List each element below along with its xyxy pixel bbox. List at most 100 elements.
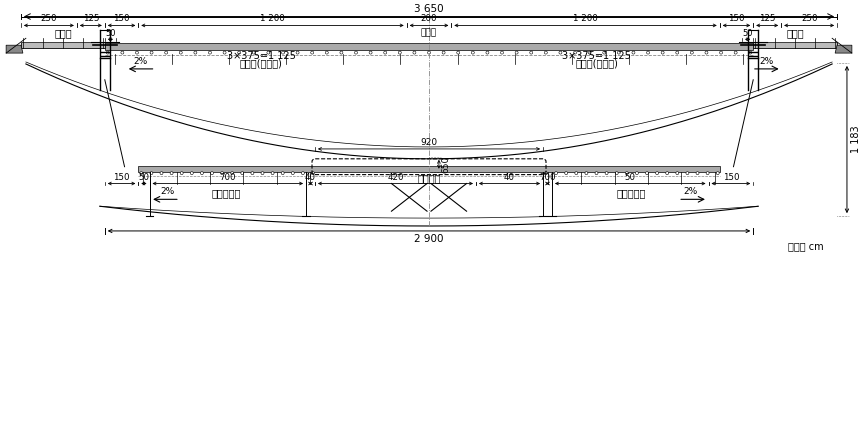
Circle shape: [292, 172, 294, 175]
Text: 1 200: 1 200: [573, 14, 598, 23]
Circle shape: [224, 51, 226, 54]
Text: 备用车行道: 备用车行道: [617, 188, 646, 198]
Text: 125: 125: [759, 14, 776, 23]
Circle shape: [501, 51, 503, 54]
Circle shape: [194, 51, 197, 54]
Circle shape: [734, 51, 737, 54]
Circle shape: [545, 172, 547, 175]
Circle shape: [165, 51, 167, 54]
Circle shape: [237, 51, 241, 54]
Circle shape: [427, 51, 431, 54]
Circle shape: [595, 172, 598, 175]
Text: 40: 40: [305, 173, 316, 181]
Text: 700: 700: [539, 173, 556, 181]
Circle shape: [312, 172, 314, 175]
Text: 920: 920: [420, 138, 438, 147]
Circle shape: [252, 51, 255, 54]
Circle shape: [545, 51, 547, 54]
Text: 700: 700: [219, 173, 236, 181]
Circle shape: [471, 51, 475, 54]
Text: 150: 150: [113, 173, 129, 181]
Circle shape: [575, 172, 578, 175]
Circle shape: [515, 51, 518, 54]
Text: 40: 40: [504, 173, 515, 181]
Text: 150: 150: [113, 14, 129, 23]
Text: 中间带: 中间带: [421, 28, 437, 37]
Bar: [753, 43, 837, 48]
Circle shape: [676, 51, 678, 54]
Circle shape: [140, 172, 142, 175]
Circle shape: [301, 172, 305, 175]
Text: 3 650: 3 650: [414, 3, 444, 14]
Circle shape: [413, 51, 416, 54]
Circle shape: [632, 51, 635, 54]
Text: 2 900: 2 900: [414, 234, 444, 244]
Text: 双线轻轨: 双线轻轨: [417, 173, 441, 184]
Circle shape: [150, 172, 153, 175]
Circle shape: [690, 51, 693, 54]
Circle shape: [720, 51, 722, 54]
Text: 车行道(三车道): 车行道(三车道): [576, 58, 618, 68]
Circle shape: [221, 172, 224, 175]
Circle shape: [626, 172, 628, 175]
Text: 50: 50: [625, 173, 636, 181]
Circle shape: [716, 172, 719, 175]
Circle shape: [457, 51, 460, 54]
Circle shape: [106, 51, 110, 54]
Text: 2%: 2%: [683, 187, 697, 196]
Circle shape: [271, 172, 274, 175]
Circle shape: [325, 51, 328, 54]
Circle shape: [665, 172, 669, 175]
Circle shape: [646, 172, 648, 175]
Circle shape: [241, 172, 243, 175]
Text: 3×375=1 125: 3×375=1 125: [563, 51, 631, 61]
Circle shape: [646, 51, 650, 54]
Bar: [21, 43, 104, 48]
Circle shape: [589, 51, 591, 54]
Circle shape: [180, 172, 183, 175]
Circle shape: [615, 172, 618, 175]
Text: 车行道(三车道): 车行道(三车道): [240, 58, 283, 68]
Text: 150: 150: [728, 14, 745, 23]
Text: 单位： cm: 单位： cm: [788, 241, 823, 251]
Circle shape: [686, 172, 689, 175]
Polygon shape: [6, 45, 23, 53]
Circle shape: [635, 172, 639, 175]
Circle shape: [355, 51, 357, 54]
Circle shape: [605, 172, 608, 175]
Circle shape: [617, 51, 620, 54]
Circle shape: [656, 172, 658, 175]
Circle shape: [555, 172, 557, 175]
Circle shape: [661, 51, 665, 54]
Circle shape: [160, 172, 163, 175]
Circle shape: [442, 51, 445, 54]
Text: 250: 250: [41, 14, 57, 23]
Circle shape: [296, 51, 299, 54]
Circle shape: [696, 172, 699, 175]
Text: 125: 125: [83, 14, 99, 23]
Circle shape: [749, 51, 752, 54]
Text: 50: 50: [105, 29, 116, 38]
Text: 50: 50: [742, 29, 753, 38]
Circle shape: [191, 172, 193, 175]
Circle shape: [281, 172, 284, 175]
Bar: [21, 42, 104, 48]
Circle shape: [706, 172, 709, 175]
Circle shape: [200, 172, 204, 175]
Circle shape: [559, 51, 562, 54]
Text: 1 183: 1 183: [851, 126, 861, 153]
Text: 1 200: 1 200: [260, 14, 285, 23]
Circle shape: [311, 51, 313, 54]
Circle shape: [530, 51, 532, 54]
Circle shape: [281, 51, 285, 54]
Text: 420: 420: [387, 173, 404, 181]
Text: 人行道: 人行道: [54, 28, 72, 38]
Text: 备用车行道: 备用车行道: [212, 188, 242, 198]
Circle shape: [574, 51, 576, 54]
Text: 650: 650: [442, 156, 450, 173]
Circle shape: [261, 172, 264, 175]
Text: 3×375=1 125: 3×375=1 125: [227, 51, 296, 61]
Circle shape: [676, 172, 679, 175]
Circle shape: [211, 172, 213, 175]
Circle shape: [340, 51, 343, 54]
